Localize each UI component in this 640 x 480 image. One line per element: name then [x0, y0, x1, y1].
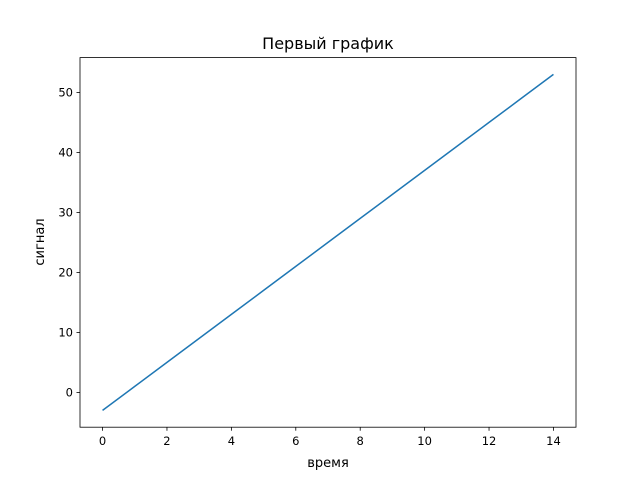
x-axis-label: время: [307, 456, 349, 471]
y-tick-label: 20: [58, 265, 73, 279]
x-tick-label: 8: [357, 434, 364, 448]
x-tick-label: 6: [292, 434, 299, 448]
axes-frame: [79, 57, 577, 428]
x-tick-label: 10: [417, 434, 432, 448]
x-tick-label: 4: [228, 434, 235, 448]
y-tick-label: 30: [58, 205, 73, 219]
y-tick-label: 10: [58, 325, 73, 339]
y-tick-label: 50: [58, 85, 73, 99]
chart-title: Первый график: [262, 34, 394, 53]
x-tick-label: 12: [482, 434, 497, 448]
x-tick-label: 14: [546, 434, 561, 448]
y-tick-label: 0: [66, 385, 73, 399]
x-tick-label: 2: [163, 434, 170, 448]
x-tick-label: 0: [99, 434, 106, 448]
series-line: [102, 73, 554, 412]
y-axis-label: сигнал: [33, 218, 48, 265]
y-tick-label: 40: [58, 145, 73, 159]
